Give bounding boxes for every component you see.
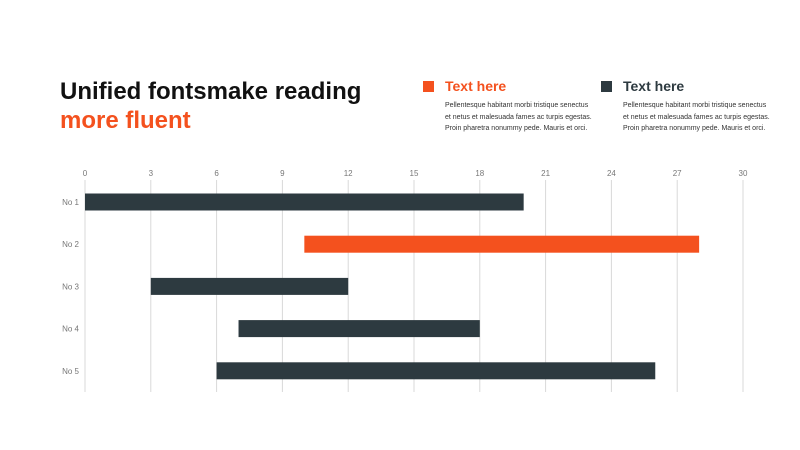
y-category-label-1: No 1 xyxy=(62,198,79,207)
x-tick-label-24: 24 xyxy=(607,169,616,178)
page-title: Unified fontsmake reading xyxy=(60,78,362,105)
bar-3 xyxy=(150,277,349,295)
x-tick-label-30: 30 xyxy=(739,169,748,178)
y-category-label-5: No 5 xyxy=(62,367,79,376)
x-tick-label-27: 27 xyxy=(673,169,682,178)
legend-item-dark: Text here Pellentesque habitant morbi tr… xyxy=(601,78,781,135)
bar-1 xyxy=(85,193,524,211)
legend-swatch-orange xyxy=(423,80,434,92)
legend-label-orange: Text here xyxy=(445,78,507,94)
x-tick-label-6: 6 xyxy=(214,169,219,178)
x-tick-label-21: 21 xyxy=(541,169,550,178)
bar-4 xyxy=(238,320,480,338)
x-tick-label-9: 9 xyxy=(280,169,285,178)
x-tick-label-12: 12 xyxy=(344,169,353,178)
y-category-label-3: No 3 xyxy=(62,282,79,291)
x-tick-label-0: 0 xyxy=(83,169,88,178)
x-tick-label-15: 15 xyxy=(410,169,419,178)
bar-2 xyxy=(304,235,700,253)
x-tick-label-3: 3 xyxy=(149,169,154,178)
y-category-label-4: No 4 xyxy=(62,325,79,334)
x-tick-label-18: 18 xyxy=(475,169,484,178)
page-subtitle: more fluent xyxy=(60,107,191,134)
legend-swatch-dark xyxy=(601,80,612,92)
y-category-label-2: No 2 xyxy=(62,240,79,249)
legend-description-dark: Pellentesque habitant morbi tristique se… xyxy=(623,102,770,132)
title-block: Unified fontsmake reading more fluent xyxy=(60,78,361,136)
legend-description-orange: Pellentesque habitant morbi tristique se… xyxy=(445,102,592,132)
bar-5 xyxy=(216,362,656,380)
legend-label-dark: Text here xyxy=(623,78,685,94)
legend-item-orange: Text here Pellentesque habitant morbi tr… xyxy=(423,78,603,135)
